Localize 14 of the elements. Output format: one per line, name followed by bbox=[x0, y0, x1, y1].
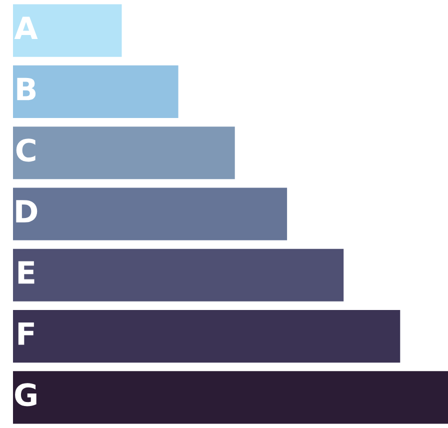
bar bbox=[13, 188, 288, 240]
y-tick-label: B bbox=[17, 78, 36, 100]
bar bbox=[13, 248, 344, 302]
y-tick-label: E bbox=[18, 261, 34, 284]
y-tick-label: F bbox=[18, 322, 34, 345]
y-tick-label: D bbox=[16, 200, 38, 222]
bar bbox=[13, 126, 235, 180]
y-tick-label: C bbox=[16, 138, 36, 162]
bar bbox=[13, 65, 178, 118]
y-tick-label: G bbox=[15, 383, 36, 406]
bar bbox=[13, 310, 400, 363]
bar bbox=[13, 4, 122, 57]
bar bbox=[13, 371, 448, 424]
y-tick-label: A bbox=[14, 16, 38, 40]
